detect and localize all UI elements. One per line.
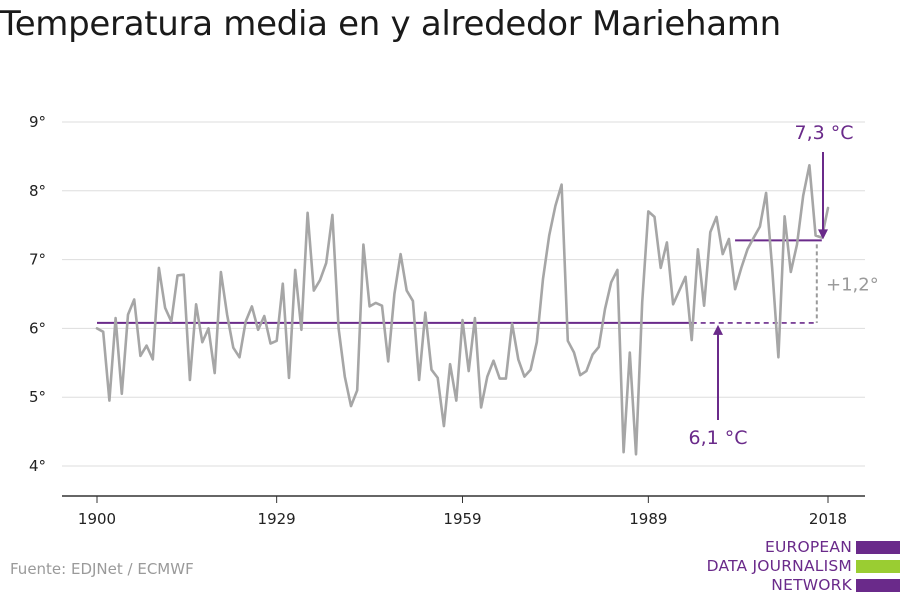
logo-bar-purple-top <box>856 541 900 554</box>
y-tick-label-9: 9° <box>29 113 46 131</box>
x-tick-label-1989: 1989 <box>629 510 667 528</box>
x-tick-label-1900: 1900 <box>78 510 116 528</box>
y-tick-label-5: 5° <box>29 388 46 406</box>
label-baseline-average: 6,1 °C <box>688 427 747 449</box>
chart-title: Temperatura media en y alrededor Marieha… <box>0 4 781 44</box>
logo-line-european: EUROPEAN <box>764 538 852 556</box>
x-tick-label-1959: 1959 <box>443 510 481 528</box>
annotations: +1,2° 7,3 °C 6,1 °C <box>688 122 878 449</box>
arrow-recent-head <box>818 229 828 240</box>
label-recent-average: 7,3 °C <box>794 122 853 144</box>
y-tick-label-4: 4° <box>29 457 46 475</box>
logo-bar-green <box>856 560 900 573</box>
y-tick-label-7: 7° <box>29 251 46 269</box>
temperature-series <box>95 164 830 456</box>
reference-lines <box>97 239 822 324</box>
x-tick-label-2018: 2018 <box>809 510 847 528</box>
logo-line-data-journalism: DATA JOURNALISM <box>706 557 852 575</box>
logo-line-network: NETWORK <box>771 576 852 594</box>
y-tick-label-8: 8° <box>29 182 46 200</box>
y-tick-label-6: 6° <box>29 319 46 337</box>
logo-bar-purple-bottom <box>856 579 900 592</box>
arrow-baseline-head <box>713 324 723 335</box>
x-tick-label-1929: 1929 <box>258 510 296 528</box>
edjnet-logo: EUROPEAN DATA JOURNALISM NETWORK <box>690 538 900 598</box>
difference-label: +1,2° <box>826 275 879 296</box>
y-axis-tick-labels: 4° 5° 6° 7° 8° 9° <box>29 113 46 475</box>
temperature-line <box>95 164 830 456</box>
x-axis-tick-labels: 1900 1929 1959 1989 2018 <box>78 496 847 528</box>
source-note: Fuente: EDJNet / ECMWF <box>10 560 194 578</box>
